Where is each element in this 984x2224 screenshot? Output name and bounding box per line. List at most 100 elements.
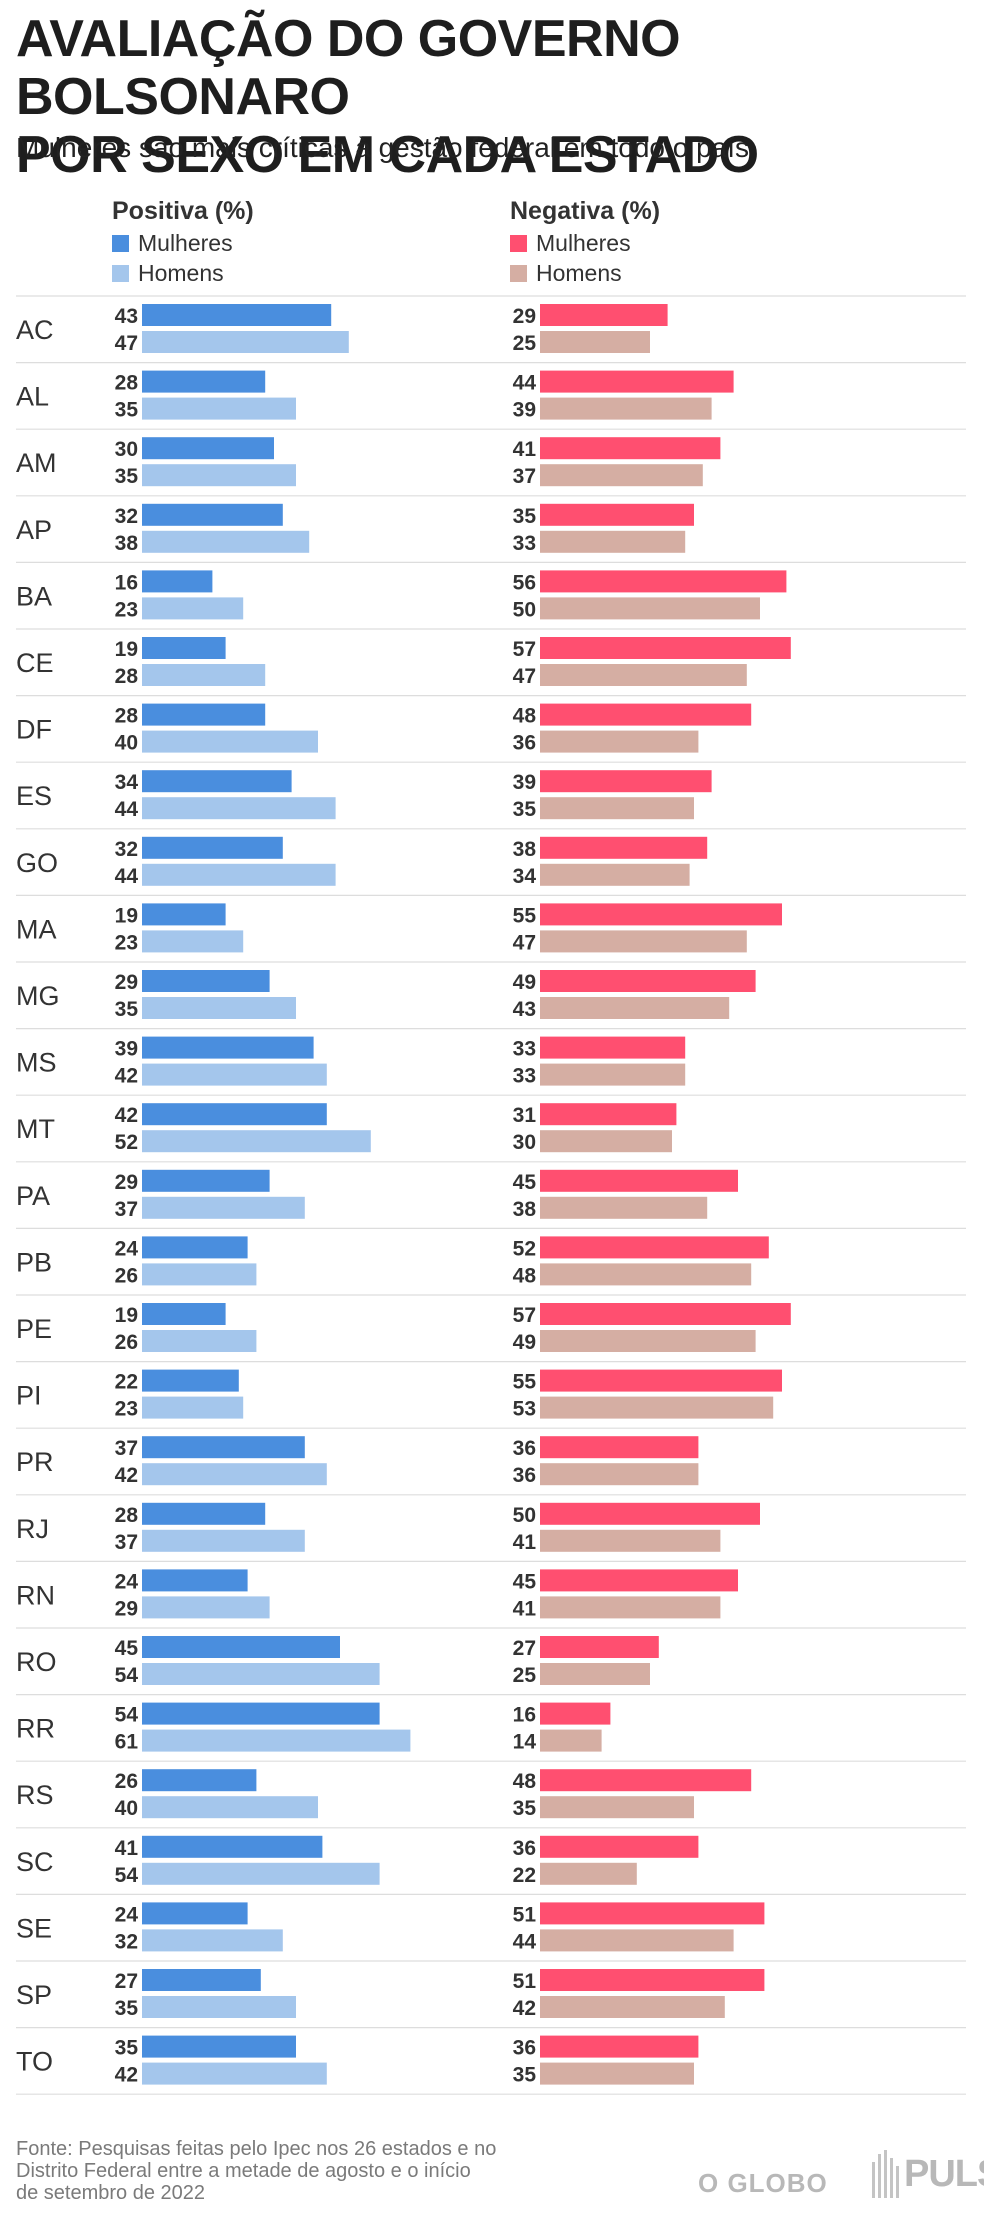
bar-value-label: 42 <box>115 1065 138 1088</box>
legend-negative-men-label: Homens <box>536 260 622 286</box>
bar <box>142 1729 411 1752</box>
bar <box>142 997 296 1019</box>
bar <box>142 1236 248 1259</box>
bar-value-label: 38 <box>513 1198 537 1221</box>
bar-value-label: 52 <box>513 1237 536 1260</box>
bar <box>540 730 699 753</box>
pulso-logo: PULSO <box>870 2148 984 2200</box>
bar <box>540 437 721 460</box>
bar <box>540 664 747 686</box>
bar <box>142 1263 257 1286</box>
bar-value-label: 37 <box>115 1531 138 1554</box>
chart-subtitle: Mulheres são mais críticas à gestão fede… <box>16 132 750 163</box>
pulso-logo-text: PULSO <box>904 2152 984 2195</box>
bar <box>142 930 244 953</box>
state-label: MA <box>16 914 57 944</box>
legend-negative-women-label: Mulheres <box>536 230 631 256</box>
legend-negative-women: Mulheres <box>510 228 660 258</box>
bar-value-label: 27 <box>115 1970 138 1993</box>
bar <box>540 1596 721 1619</box>
bar-value-label: 36 <box>513 2037 536 2060</box>
bar-value-label: 35 <box>513 505 537 528</box>
bar <box>142 1929 283 1952</box>
bar <box>142 304 332 326</box>
bar-value-label: 55 <box>513 904 537 927</box>
bar <box>142 331 349 353</box>
bar-value-label: 57 <box>513 1304 536 1327</box>
bar-value-label: 45 <box>115 1637 139 1660</box>
bar-value-label: 44 <box>513 1930 537 1953</box>
bar <box>540 1636 659 1658</box>
bar <box>540 863 690 886</box>
bar <box>540 1862 637 1885</box>
bar-value-label: 14 <box>513 1731 537 1754</box>
bar <box>142 1396 244 1419</box>
bar-value-label: 35 <box>513 1797 537 1820</box>
bar <box>540 1502 760 1525</box>
bar <box>142 637 226 659</box>
state-label: MS <box>16 1048 57 1078</box>
bar <box>540 1902 765 1925</box>
bar-value-label: 47 <box>115 332 138 355</box>
state-label: RJ <box>16 1514 49 1544</box>
bar <box>540 464 703 487</box>
bar-value-label: 44 <box>115 865 139 888</box>
bar-value-label: 35 <box>115 2037 139 2060</box>
bar-value-label: 54 <box>115 1864 139 1887</box>
bar <box>540 331 650 353</box>
bar-value-label: 40 <box>115 732 138 755</box>
bar-value-label: 26 <box>115 1331 138 1354</box>
bar-value-label: 23 <box>115 931 138 954</box>
bar-value-label: 30 <box>513 1131 536 1154</box>
bar-value-label: 32 <box>115 838 138 861</box>
bar-value-label: 45 <box>513 1171 537 1194</box>
bar-value-label: 32 <box>115 505 138 528</box>
bar-value-label: 29 <box>115 971 138 994</box>
title-line-2: POR SEXO EM CADA ESTADO <box>16 126 759 184</box>
bar-value-label: 42 <box>513 1997 536 2020</box>
bar-value-label: 19 <box>115 904 138 927</box>
bar <box>540 1929 734 1952</box>
state-label: AP <box>16 515 52 545</box>
bar <box>142 1902 248 1925</box>
bar-value-label: 33 <box>513 1038 536 1061</box>
bar <box>142 1103 327 1126</box>
source-line-2: Distrito Federal entre a metade de agost… <box>16 2160 471 2182</box>
state-label: RN <box>16 1580 55 1610</box>
bar-value-label: 29 <box>115 1597 138 1620</box>
bar-value-label: 24 <box>115 1570 139 1593</box>
bar-value-label: 22 <box>115 1371 138 1394</box>
legend-negative-title: Negativa (%) <box>510 197 661 225</box>
bar <box>540 703 752 726</box>
state-label: AC <box>16 315 54 345</box>
bar-value-label: 43 <box>115 305 138 328</box>
bar-value-label: 35 <box>115 399 139 422</box>
bar <box>540 1769 752 1792</box>
bar-value-label: 29 <box>115 1171 138 1194</box>
bar <box>540 2062 694 2085</box>
state-label: PI <box>16 1381 42 1411</box>
bar-value-label: 37 <box>513 465 536 488</box>
legend-positive-men: Homens <box>112 258 254 288</box>
bar-value-label: 25 <box>513 332 537 355</box>
bar <box>142 1702 380 1725</box>
bar-value-label: 28 <box>115 1504 139 1527</box>
bar <box>142 903 226 926</box>
bar <box>142 437 274 460</box>
bar <box>540 903 782 926</box>
legend-positive-women: Mulheres <box>112 228 254 258</box>
state-label: CE <box>16 648 54 678</box>
bar <box>540 1396 774 1419</box>
bar <box>142 664 266 686</box>
bar <box>142 836 283 859</box>
bar <box>142 1303 226 1325</box>
state-label: DF <box>16 715 52 745</box>
source-line-3: de setembro de 2022 <box>16 2182 206 2204</box>
bar-value-label: 45 <box>513 1570 537 1593</box>
bar <box>142 1529 305 1552</box>
bar <box>142 1196 305 1219</box>
bar-value-label: 23 <box>115 598 138 621</box>
bar <box>142 530 310 553</box>
bar-value-label: 54 <box>115 1664 139 1687</box>
